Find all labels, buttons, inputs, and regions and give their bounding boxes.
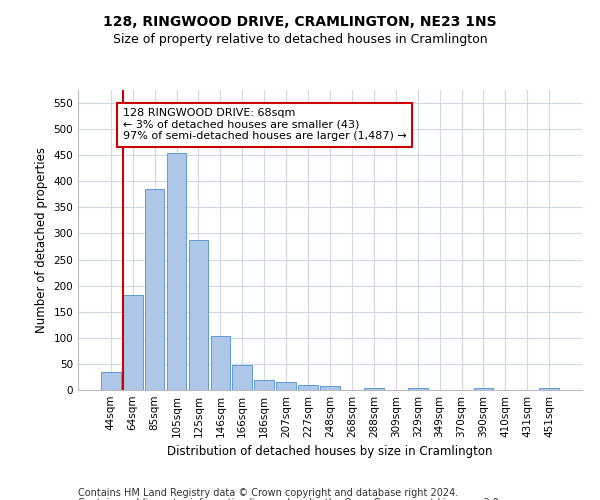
Bar: [473, 388, 493, 390]
Text: Size of property relative to detached houses in Cramlington: Size of property relative to detached ho…: [113, 32, 487, 46]
Text: 128, RINGWOOD DRIVE, CRAMLINGTON, NE23 1NS: 128, RINGWOOD DRIVE, CRAMLINGTON, NE23 1…: [103, 15, 497, 29]
Bar: [408, 388, 428, 390]
Bar: [364, 388, 384, 390]
Y-axis label: Number of detached properties: Number of detached properties: [35, 147, 48, 333]
Bar: [276, 382, 296, 390]
X-axis label: Distribution of detached houses by size in Cramlington: Distribution of detached houses by size …: [167, 446, 493, 458]
Text: 128 RINGWOOD DRIVE: 68sqm
← 3% of detached houses are smaller (43)
97% of semi-d: 128 RINGWOOD DRIVE: 68sqm ← 3% of detach…: [123, 108, 407, 142]
Bar: [167, 152, 187, 390]
Bar: [320, 386, 340, 390]
Bar: [298, 385, 318, 390]
Bar: [145, 189, 164, 390]
Bar: [188, 240, 208, 390]
Bar: [232, 365, 252, 390]
Text: Contains HM Land Registry data © Crown copyright and database right 2024.: Contains HM Land Registry data © Crown c…: [78, 488, 458, 498]
Text: Contains public sector information licensed under the Open Government Licence v3: Contains public sector information licen…: [78, 498, 502, 500]
Bar: [254, 380, 274, 390]
Bar: [123, 294, 143, 390]
Bar: [539, 388, 559, 390]
Bar: [101, 372, 121, 390]
Bar: [211, 336, 230, 390]
